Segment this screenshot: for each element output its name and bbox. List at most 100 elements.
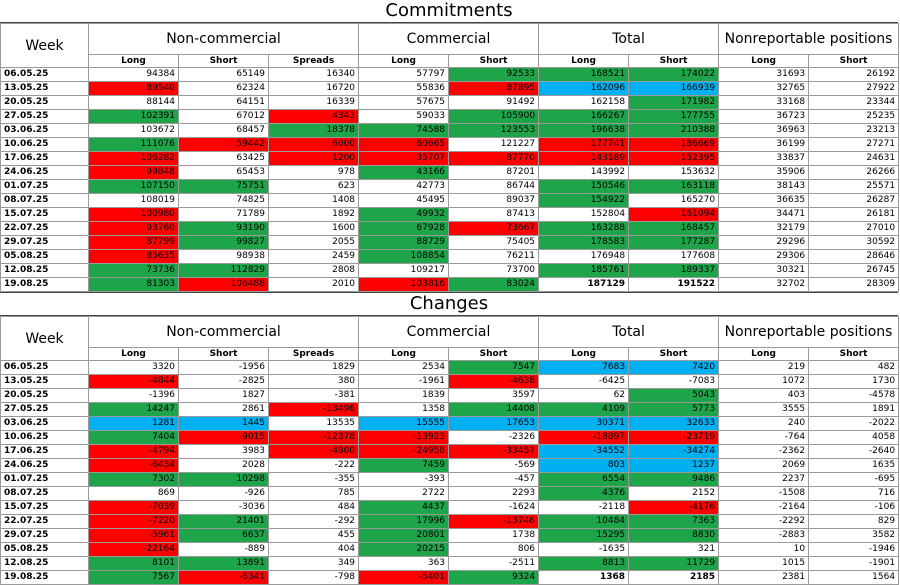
table-row: 10.06.25 7404 -9015 -12378 -13923 -2326 -18897… [0,430,900,445]
value-cell: 87895 [448,81,540,96]
value-cell: 108019 [88,193,179,208]
column-header: Long [538,54,630,68]
table-row: 03.06.25 103672 68457 18378 74588 123553 19663… [0,123,900,138]
value-cell: 2152 [628,486,720,501]
value-cell: -33457 [448,444,540,459]
week-cell: 17.06.25 [0,151,89,166]
value-cell: 18378 [267,123,360,138]
value-cell: 26181 [808,207,900,222]
value-cell: 1564 [808,570,900,585]
value-cell: 1839 [358,388,450,403]
column-header: Spreads [267,347,360,361]
value-cell: 29306 [718,249,810,264]
value-cell: 7683 [538,360,630,375]
value-cell: 162158 [538,95,630,110]
value-cell: 829 [808,514,900,529]
value-cell: 86744 [448,179,540,194]
table-row: 03.06.25 1281 1445 13535 15555 17653 30371 3263… [0,416,900,431]
week-cell: 19.08.25 [0,277,89,292]
value-cell: 191522 [628,277,720,292]
week-cell: 03.06.25 [0,123,89,138]
group-header: Commercial [358,316,540,348]
week-cell: 24.06.25 [0,165,89,180]
week-cell: 10.06.25 [0,430,89,445]
week-cell: 20.05.25 [0,95,89,110]
value-cell: 143992 [538,165,630,180]
value-cell: 62324 [178,81,269,96]
changes-table: Week Non-commercial Commercial Total Nonrepo… [0,316,900,585]
value-cell: 75405 [448,235,540,250]
value-cell: 2722 [358,486,450,501]
value-cell: 112829 [178,263,269,278]
value-cell: 87799 [88,235,179,250]
value-cell: 88144 [88,95,179,110]
value-cell: 33168 [718,95,810,110]
table-row: 05.08.25 85635 98938 2459 108854 76211 176948 1… [0,249,900,264]
value-cell: 163118 [628,179,720,194]
value-cell: 153632 [628,165,720,180]
value-cell: 869 [88,486,179,501]
value-cell: 177287 [628,235,720,250]
value-cell: 65149 [178,67,269,82]
sub-header-row: Long Short Spreads Long Short Long Short Long Sh… [1,347,900,361]
value-cell: 187129 [538,277,630,292]
value-cell: -18897 [538,430,630,445]
value-cell: 16720 [267,81,360,96]
value-cell: -9015 [178,430,269,445]
week-cell: 29.07.25 [0,528,89,543]
value-cell: 9324 [448,570,540,585]
value-cell: -7220 [88,514,179,529]
value-cell: 76211 [448,249,540,264]
value-cell: 2055 [267,235,360,250]
week-header: Week [0,23,89,68]
value-cell: 1892 [267,207,360,222]
value-cell: 108854 [358,249,450,264]
table-row: 22.07.25 93760 93190 1600 67928 73667 163288 16… [0,221,900,236]
column-header: Short [448,54,540,68]
value-cell: -798 [267,570,360,585]
value-cell: -381 [267,388,360,403]
value-cell: 25571 [808,179,900,194]
value-cell: -4800 [267,444,360,459]
week-cell: 08.07.25 [0,193,89,208]
value-cell: 2028 [178,458,269,473]
value-cell: 27922 [808,81,900,96]
value-cell: 1600 [267,221,360,236]
value-cell: 89037 [448,193,540,208]
column-header: Short [178,54,269,68]
column-header: Short [628,347,720,361]
table-row: 29.07.25 87799 99827 2055 88729 75405 178583 17… [0,235,900,250]
value-cell: 32179 [718,221,810,236]
value-cell: 20801 [358,528,450,543]
value-cell: 45495 [358,193,450,208]
value-cell: 88729 [358,235,450,250]
value-cell: -5961 [88,528,179,543]
value-cell: 14408 [448,402,540,417]
week-cell: 24.06.25 [0,458,89,473]
value-cell: 68457 [178,123,269,138]
value-cell: -4844 [88,374,179,389]
value-cell: 23213 [808,123,900,138]
value-cell: -22164 [88,542,179,557]
value-cell: 162096 [538,81,630,96]
week-cell: 08.07.25 [0,486,89,501]
value-cell: 7302 [88,472,179,487]
value-cell: -5401 [358,570,450,585]
value-cell: -222 [267,458,360,473]
value-cell: 93760 [88,221,179,236]
value-cell: 17653 [448,416,540,431]
value-cell: 35906 [718,165,810,180]
week-cell: 05.08.25 [0,542,89,557]
group-header: Total [538,23,720,55]
value-cell: 81303 [88,277,179,292]
value-cell: 62 [538,388,630,403]
value-cell: 4058 [808,430,900,445]
value-cell: 8101 [88,556,179,571]
value-cell: 35707 [358,151,450,166]
table-row: 12.08.25 73736 112829 2808 109217 73700 185761… [0,263,900,278]
value-cell: 785 [267,486,360,501]
week-cell: 01.07.25 [0,179,89,194]
table-row: 13.05.25 -4844 -2825 380 -1961 -4638 -6425 -708… [0,374,900,389]
value-cell: 123553 [448,123,540,138]
value-cell: -1508 [718,486,810,501]
